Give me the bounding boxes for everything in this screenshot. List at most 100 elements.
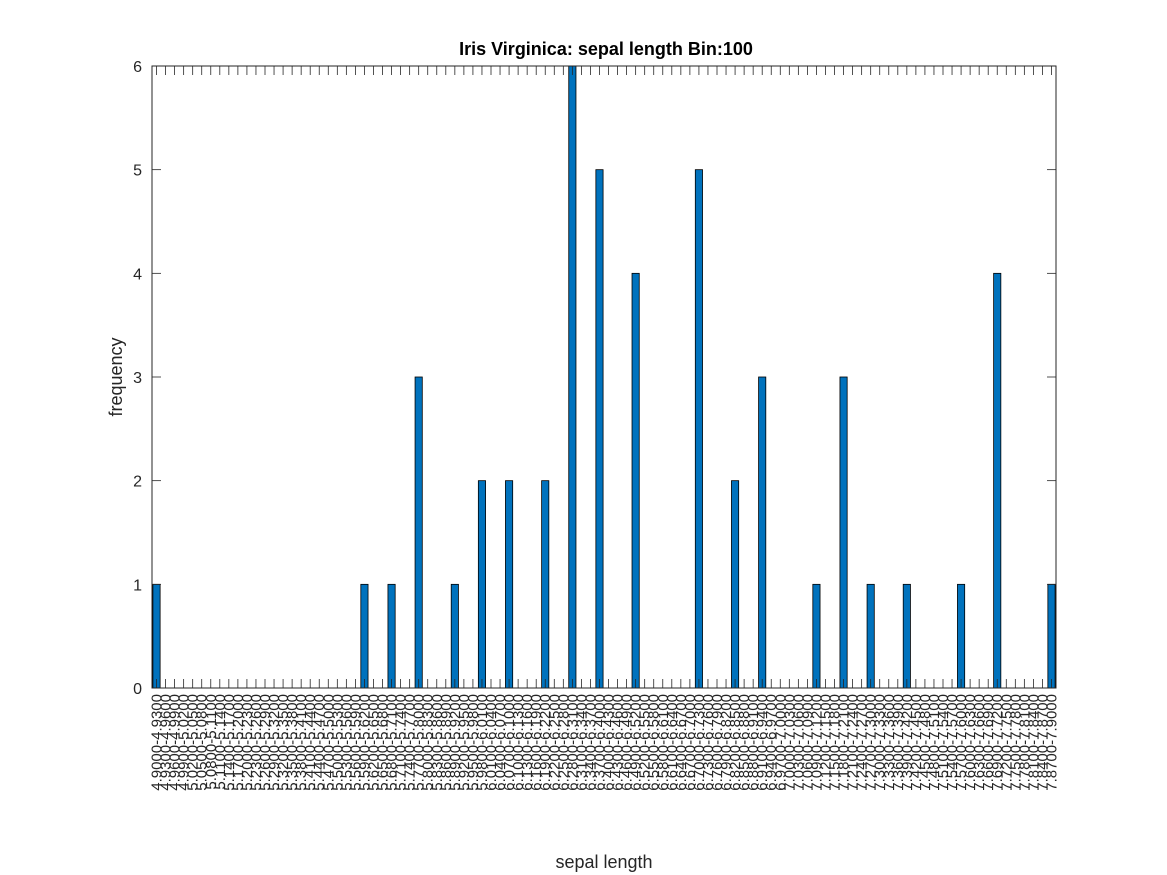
x-tick-label: 6.8200-6.8500 [727, 694, 744, 791]
y-tick-label: 1 [133, 577, 142, 594]
y-tick-label: 2 [133, 474, 142, 491]
x-tick-label: 7.1800-7.2100 [836, 694, 853, 791]
x-tick-label: 5.8000-5.8300 [420, 694, 437, 791]
x-tick-label: 5.2600-5.2900 [257, 694, 274, 791]
x-tick-label: 7.8700-7.9000 [1043, 694, 1060, 791]
x-tick-label: 5.6500-5.6800 [375, 694, 392, 791]
x-tick-label: 7.2100-7.2400 [845, 694, 862, 791]
x-tick-label: 5.9500-5.9800 [465, 694, 482, 791]
x-tick-label: 6.6100-6.6400 [664, 694, 681, 791]
x-tick-label: 5.3200-5.3500 [275, 694, 292, 791]
x-tick-label: 7.8100-7.8400 [1025, 694, 1042, 791]
x-tick-label: 5.2000-5.2300 [239, 694, 256, 791]
x-tick-label: 6.5500-6.5800 [646, 694, 663, 791]
bar [758, 376, 767, 689]
x-tick-label: 5.7400-5.7700 [402, 694, 419, 791]
x-tick-label: 6.9400-6.9700 [763, 694, 780, 791]
x-tick-label: 7.2400-7.2700 [854, 694, 871, 791]
plot-background [152, 66, 1056, 688]
bar [568, 65, 577, 689]
y-tick-label: 0 [133, 681, 142, 698]
x-tick-label: 7.7500-7.7800 [1007, 694, 1024, 791]
x-tick-label: 6.8800-6.9100 [745, 694, 762, 791]
x-tick-label: 6.5200-6.5500 [637, 694, 654, 791]
x-tick-label: 5.2900-5.3200 [266, 694, 283, 791]
x-tick-label: 6.1900-6.2200 [537, 694, 554, 791]
x-tick-label: 6.9700-7.0000 [772, 694, 789, 791]
x-tick-label: 7.4500-7.4800 [917, 694, 934, 791]
x-tick-label: 7.6300-7.6600 [971, 694, 988, 791]
bar [866, 583, 875, 689]
x-tick-label: 5.4100-5.4400 [302, 694, 319, 791]
x-ticks [156, 66, 1052, 688]
x-tick-label: 6.3400-6.3700 [582, 694, 599, 791]
bar [541, 480, 550, 689]
x-tick-label: 6.4600-6.4900 [619, 694, 636, 791]
x-tick-label: 5.8300-5.8600 [429, 694, 446, 791]
bar [694, 169, 703, 689]
x-tick-label: 6.1300-6.1600 [519, 694, 536, 791]
x-tick-label: 7.0300-7.0600 [790, 694, 807, 791]
x-tick-label: 5.1700-5.2000 [230, 694, 247, 791]
x-tick-label: 5.4700-5.5000 [320, 694, 337, 791]
x-tick-label: 7.7200-7.7500 [998, 694, 1015, 791]
x-tick-label: 7.3300-7.3600 [881, 694, 898, 791]
x-tick-label: 6.5800-6.6100 [655, 694, 672, 791]
x-tick-label: 5.2300-5.2600 [248, 694, 265, 791]
y-ticks: 0 1 2 3 4 5 6 [133, 59, 1056, 698]
x-tick-label: 5.1400-5.1700 [221, 694, 238, 791]
bar [812, 583, 821, 689]
x-tick-label: 6.2800-6.3100 [564, 694, 581, 791]
x-tick-label: 5.0200-5.0500 [185, 694, 202, 791]
x-tick-label: 7.6900-7.7200 [989, 694, 1006, 791]
bars-group [151, 65, 1057, 689]
x-tick-label: 7.4200-7.4500 [908, 694, 925, 791]
bar [505, 480, 514, 689]
x-tick-label: 6.4900-6.5200 [628, 694, 645, 791]
x-tick-label: 4.9300-4.9600 [158, 694, 175, 791]
x-tick-label: 6.7600-6.7900 [709, 694, 726, 791]
x-tick-label: 6.2500-6.2800 [555, 694, 572, 791]
bar [387, 583, 396, 689]
chart-title: Iris Virginica: sepal length Bin:100 [459, 39, 753, 59]
x-tick-label: 5.6800-5.7100 [384, 694, 401, 791]
bar [993, 272, 1002, 689]
x-tick-label: 6.7000-6.7300 [691, 694, 708, 791]
x-tick-label: 5.7100-5.7400 [393, 694, 410, 791]
x-tick-label: 6.4000-6.4300 [601, 694, 618, 791]
x-tick-label: 5.8600-5.8900 [438, 694, 455, 791]
x-tick-label: 6.3100-6.3400 [573, 694, 590, 791]
x-tick-label: 5.0800-5.1100 [203, 694, 220, 790]
x-tick-label: 6.2200-6.2500 [546, 694, 563, 791]
x-tick-label: 5.5900-5.6200 [356, 694, 373, 791]
x-tick-label: 7.0600-7.0900 [799, 694, 816, 791]
x-tick-labels: 4.9000-4.93004.9300-4.96004.9600-4.99004… [149, 694, 1061, 791]
x-tick-label: 7.6600-7.6900 [980, 694, 997, 791]
x-tick-label: 6.8500-6.8800 [736, 694, 753, 791]
x-tick-label: 5.5600-5.5900 [347, 694, 364, 791]
bar [731, 480, 740, 689]
x-tick-label: 5.5000-5.5300 [329, 694, 346, 791]
x-tick-label: 6.3700-6.4000 [591, 694, 608, 791]
x-tick-label: 6.7300-6.7600 [700, 694, 717, 791]
x-tick-label: 5.9200-5.9500 [456, 694, 473, 791]
x-tick-label: 5.3800-5.4100 [293, 694, 310, 791]
x-tick-label: 5.4400-5.4700 [311, 694, 328, 791]
x-tick-label: 7.5400-7.5700 [944, 694, 961, 791]
x-tick-label: 6.6400-6.6700 [673, 694, 690, 791]
bar [450, 583, 459, 689]
x-tick-label: 7.1500-7.1800 [827, 694, 844, 791]
x-tick-label: 7.0000-7.0300 [781, 694, 798, 791]
x-tick-label: 5.8900-5.9200 [447, 694, 464, 791]
y-tick-label: 6 [133, 59, 142, 76]
x-tick-label: 6.6700-6.7000 [682, 694, 699, 791]
x-tick-label: 6.7900-6.8200 [718, 694, 735, 791]
x-tick-label: 7.1200-7.1500 [817, 694, 834, 791]
x-tick-label: 7.8400-7.8700 [1034, 694, 1051, 791]
x-tick-label: 6.4300-6.4600 [610, 694, 627, 791]
bar [414, 376, 423, 689]
x-tick-label: 4.9000-4.9300 [149, 694, 166, 791]
x-tick-label: 5.5300-5.5600 [338, 694, 355, 791]
x-tick-label: 6.1600-6.1900 [528, 694, 545, 791]
